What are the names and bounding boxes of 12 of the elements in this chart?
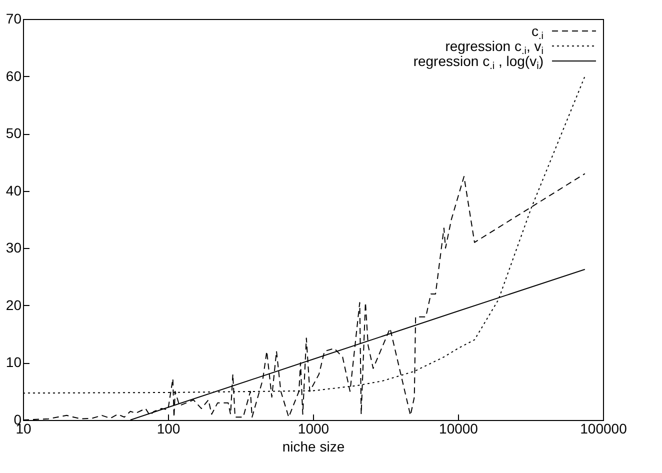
x-tick-label: 1000 xyxy=(298,420,330,436)
x-tick-label: 100 xyxy=(156,420,180,436)
x-tick-label: 100000 xyxy=(580,420,628,436)
y-tick-label: 30 xyxy=(6,240,22,256)
y-tick-label: 40 xyxy=(6,182,22,198)
y-tick-label: 70 xyxy=(6,10,22,26)
y-tick-label: 10 xyxy=(6,354,22,370)
x-tick-label: 10000 xyxy=(439,420,478,436)
y-tick-label: 20 xyxy=(6,296,22,313)
y-tick-label: 60 xyxy=(6,68,22,84)
x-axis-title: niche size xyxy=(282,438,345,454)
y-tick-label: 50 xyxy=(6,125,22,142)
